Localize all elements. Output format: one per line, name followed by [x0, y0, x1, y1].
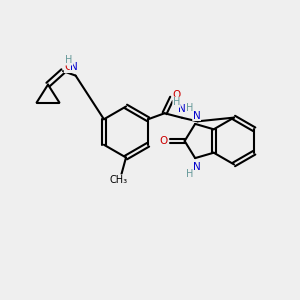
Text: H: H: [186, 169, 194, 179]
Text: H: H: [186, 103, 194, 113]
Text: N: N: [70, 62, 78, 72]
Text: N: N: [178, 104, 185, 114]
Text: O: O: [160, 136, 168, 146]
Text: O: O: [64, 62, 73, 73]
Text: O: O: [172, 90, 181, 100]
Text: H: H: [65, 55, 73, 65]
Text: CH₃: CH₃: [110, 175, 128, 185]
Text: H: H: [173, 97, 180, 107]
Text: N: N: [193, 110, 200, 121]
Text: N: N: [193, 161, 200, 172]
